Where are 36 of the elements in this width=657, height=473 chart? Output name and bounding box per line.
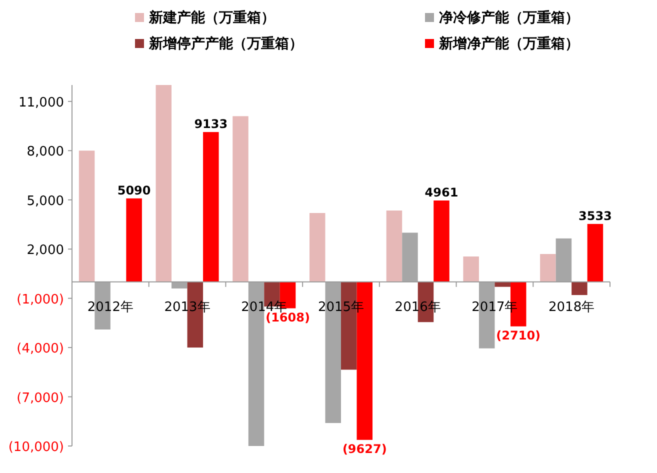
bar (434, 200, 450, 282)
data-label: 9133 (194, 117, 228, 132)
bar (156, 85, 172, 282)
y-tick-label: 11,000 (18, 95, 64, 110)
y-tick-label: (10,000) (8, 440, 64, 455)
legend-label: 净冷修产能（万重箱） (439, 9, 579, 26)
y-tick-label: 8,000 (26, 144, 64, 160)
y-tick-label: (7,000) (16, 390, 64, 406)
y-tick-label: 5,000 (26, 194, 64, 209)
bar (587, 224, 604, 282)
legend-label: 新增停产产能（万重箱） (148, 35, 303, 52)
bar (203, 132, 219, 282)
bar (556, 238, 572, 282)
data-label: 3533 (578, 208, 612, 223)
y-tick-label: (4,000) (16, 342, 64, 357)
bar (540, 254, 556, 282)
y-tick-label: (1,000) (16, 292, 64, 308)
data-label: 4961 (424, 186, 458, 200)
bar (309, 212, 326, 282)
data-label: (2710) (496, 328, 541, 342)
bar (126, 198, 142, 282)
bar (386, 210, 402, 282)
bar (78, 150, 95, 282)
data-label: 5090 (117, 183, 151, 198)
bar (172, 282, 188, 288)
y-tick-label: 2,000 (26, 243, 64, 258)
legend-label: 新增净产能（万重箱） (438, 35, 579, 52)
bar (232, 116, 248, 282)
data-label: (9627) (342, 442, 387, 456)
bar (572, 282, 588, 296)
bar (494, 282, 510, 287)
bar (463, 256, 479, 282)
x-tick-label: 2012年 (87, 300, 134, 315)
bar (402, 232, 418, 282)
x-tick-label: 2018年 (548, 300, 595, 315)
legend-label: 新建产能（万重箱） (148, 9, 275, 26)
